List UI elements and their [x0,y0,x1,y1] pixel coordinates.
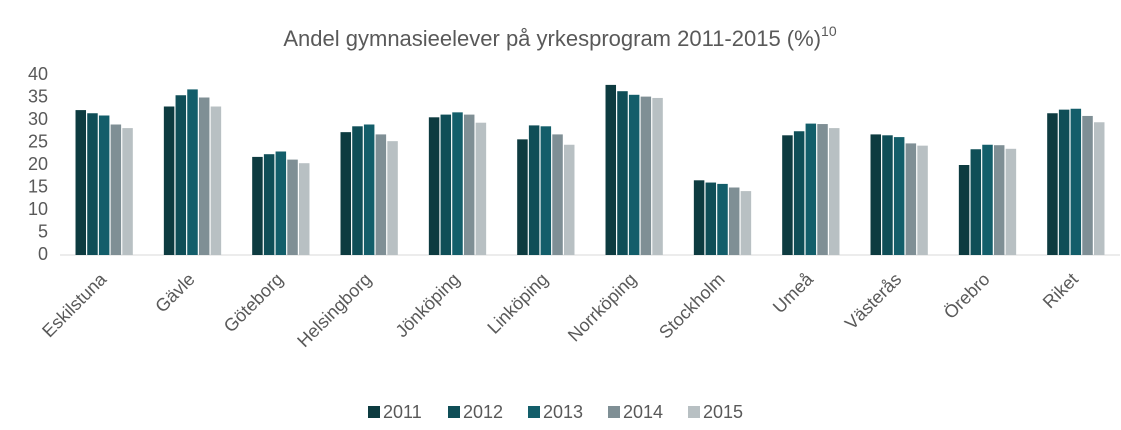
bar [275,151,287,255]
y-tick-label: 15 [28,176,48,196]
bar [552,134,563,255]
bar [563,144,575,255]
bar [387,141,398,255]
legend-swatch [608,406,620,418]
bar [298,163,310,255]
chart-title: Andel gymnasieelever på yrkesprogram 201… [283,23,836,51]
legend-label: 2015 [703,402,743,422]
x-tick-label: Gävle [151,269,198,316]
bar [375,134,387,255]
y-tick-label: 25 [28,131,48,151]
bar [517,139,528,255]
bar [917,145,928,255]
bar [1047,113,1058,255]
bar [252,156,263,255]
bar [87,113,98,255]
bar [905,143,917,255]
bar [817,124,828,255]
bar [363,124,375,255]
bar [717,183,728,255]
bar [528,125,540,256]
bar [870,134,882,255]
bar [263,154,275,255]
bar [540,126,552,255]
bar [605,84,617,256]
y-tick-label: 10 [28,199,48,219]
bar [210,106,222,255]
bar [828,128,840,255]
bar [287,159,298,255]
legend-label: 2011 [383,402,422,422]
bar [340,132,352,255]
bar [163,106,175,255]
x-tick-label: Riket [1039,269,1082,312]
bar [463,114,475,255]
x-tick-label: Umeå [769,268,818,317]
title-text: Andel gymnasieelever på yrkesprogram 201… [283,26,821,51]
x-tick-label: Örebro [940,269,994,323]
x-tick-label: Linköping [483,269,552,338]
bar [440,114,452,255]
bar [958,165,970,255]
bar [1082,115,1093,255]
bar [617,91,628,255]
bar [175,95,187,255]
bar [728,187,740,255]
x-tick-label: Jönköping [392,269,464,341]
legend-label: 2012 [463,402,503,422]
bar [805,123,817,255]
y-tick-label: 30 [28,109,48,129]
bar [705,182,717,255]
x-tick-label: Göteborg [220,269,287,336]
legend-swatch [688,406,700,418]
bar [452,112,463,255]
y-tick-label: 0 [38,244,48,264]
bar [110,124,122,255]
bar [793,131,805,255]
x-tick-label: Stockholm [655,269,729,343]
title-superscript: 10 [821,23,837,39]
bar [1093,122,1105,255]
y-tick-label: 5 [38,221,48,241]
x-tick-label: Västerås [841,269,905,333]
bar [1005,148,1017,255]
x-tick-label: Eskilstuna [38,268,111,341]
bar [198,97,210,255]
bar [740,191,752,255]
bar [98,115,110,255]
bar [475,122,487,255]
bar [640,96,652,255]
bar [1070,108,1082,255]
bar [882,135,893,255]
bar [122,128,133,255]
bar [1058,109,1070,256]
x-tick-label: Norrköping [564,269,640,345]
bar [782,135,793,255]
y-tick-label: 20 [28,154,48,174]
legend-label: 2014 [623,402,663,422]
legend-swatch [448,406,460,418]
bar [428,117,440,255]
bar [75,110,87,255]
legend-swatch [528,406,540,418]
x-tick-label: Helsingborg [293,269,375,351]
bar [993,145,1005,255]
legend-label: 2013 [543,402,583,422]
y-tick-label: 40 [28,64,48,84]
y-tick-label: 35 [28,86,48,106]
bar [628,94,640,255]
bar [187,89,198,256]
bar [970,149,982,255]
legend-swatch [368,406,380,418]
bar [693,180,705,255]
bar [652,97,663,255]
bar [982,144,993,255]
bar [893,137,905,255]
bar [352,126,363,255]
